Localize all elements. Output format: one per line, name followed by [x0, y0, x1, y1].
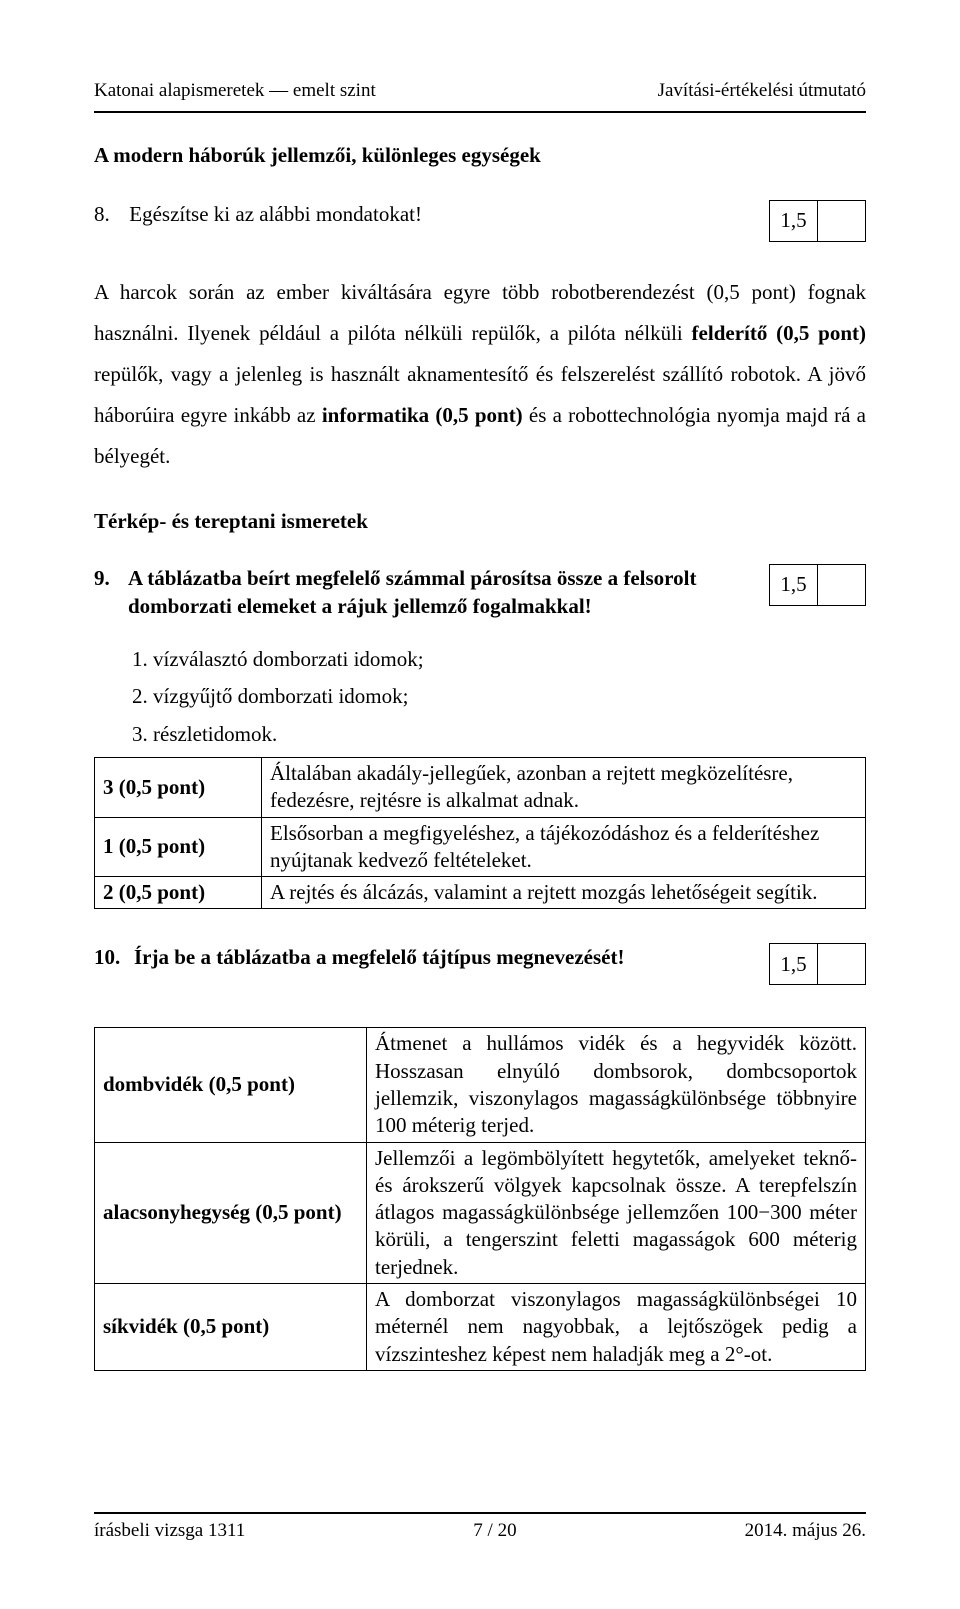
footer-center: 7 / 20 — [473, 1518, 516, 1545]
footer-row: írásbeli vizsga 1311 7 / 20 2014. május … — [94, 1518, 866, 1545]
table-cell-left: 3 (0,5 pont) — [95, 757, 262, 817]
table-row: 3 (0,5 pont) Általában akadály-jellegűek… — [95, 757, 866, 817]
table-row: alacsonyhegység (0,5 pont) Jellemzői a l… — [95, 1142, 866, 1283]
question-8-text: 8. Egészítse ki az alábbi mondatokat! — [94, 200, 769, 229]
question-9-number: 9. — [94, 564, 128, 593]
question-10-number: 10. — [94, 943, 134, 972]
numbered-list: 1. vízválasztó domborzati idomok; 2. víz… — [132, 645, 866, 749]
question-9-row: 9. A táblázatba beírt megfelelő számmal … — [94, 564, 866, 621]
score-box-q10: 1,5 — [769, 943, 866, 985]
table-q10: dombvidék (0,5 pont) Átmenet a hullámos … — [94, 1027, 866, 1371]
table-cell-right: Jellemzői a legömbölyített hegytetők, am… — [367, 1142, 866, 1283]
page: Katonai alapismeretek — emelt szint Javí… — [0, 0, 960, 1609]
table-cell-left: dombvidék (0,5 pont) — [95, 1028, 367, 1142]
header-divider — [94, 111, 866, 113]
table-q9: 3 (0,5 pont) Általában akadály-jellegűek… — [94, 757, 866, 909]
score-empty-q10 — [818, 943, 866, 985]
footer-divider — [94, 1512, 866, 1514]
list-item: 2. vízgyűjtő domborzati idomok; — [132, 682, 866, 711]
score-value-q9: 1,5 — [769, 564, 818, 606]
score-value-q8: 1,5 — [769, 200, 818, 242]
list-item: 1. vízválasztó domborzati idomok; — [132, 645, 866, 674]
answer-paragraph-q8: A harcok során az ember kiváltására egyr… — [94, 272, 866, 477]
table-cell-right: Általában akadály-jellegűek, azonban a r… — [262, 757, 866, 817]
table-cell-left: 2 (0,5 pont) — [95, 877, 262, 909]
sub-heading: Térkép- és tereptani ismeretek — [94, 507, 866, 536]
question-8-prompt: Egészítse ki az alábbi mondatokat! — [129, 202, 422, 226]
footer: írásbeli vizsga 1311 7 / 20 2014. május … — [94, 1502, 866, 1545]
header-left: Katonai alapismeretek — emelt szint — [94, 78, 376, 105]
table-cell-left: 1 (0,5 pont) — [95, 817, 262, 877]
question-10-row: 10. Írja be a táblázatba a megfelelő táj… — [94, 943, 866, 985]
table-cell-right: Elsősorban a megfigyeléshez, a tájékozód… — [262, 817, 866, 877]
table-cell-right: A rejtés és álcázás, valamint a rejtett … — [262, 877, 866, 909]
question-10-text: Írja be a táblázatba a megfelelő tájtípu… — [134, 943, 769, 972]
header-row: Katonai alapismeretek — emelt szint Javí… — [94, 78, 866, 105]
question-8-row: 8. Egészítse ki az alábbi mondatokat! 1,… — [94, 200, 866, 242]
para-bold-1: felderítő (0,5 pont) — [692, 321, 866, 345]
table-row: 2 (0,5 pont) A rejtés és álcázás, valami… — [95, 877, 866, 909]
table-cell-right: A domborzat viszonylagos magasságkülönbs… — [367, 1284, 866, 1371]
table-cell-left: alacsonyhegység (0,5 pont) — [95, 1142, 367, 1283]
score-empty-q9 — [818, 564, 866, 606]
score-box-q8: 1,5 — [769, 200, 866, 242]
score-empty-q8 — [818, 200, 866, 242]
para-bold-2: informatika (0,5 pont) — [322, 403, 523, 427]
footer-left: írásbeli vizsga 1311 — [94, 1518, 245, 1545]
footer-right: 2014. május 26. — [745, 1518, 866, 1545]
table-cell-right: Átmenet a hullámos vidék és a hegyvidék … — [367, 1028, 866, 1142]
table-row: 1 (0,5 pont) Elsősorban a megfigyeléshez… — [95, 817, 866, 877]
score-value-q10: 1,5 — [769, 943, 818, 985]
question-9-text: A táblázatba beírt megfelelő számmal pár… — [128, 564, 769, 621]
table-row: dombvidék (0,5 pont) Átmenet a hullámos … — [95, 1028, 866, 1142]
section-title: A modern háborúk jellemzői, különleges e… — [94, 141, 866, 170]
question-8-number: 8. — [94, 200, 124, 229]
list-item: 3. részletidomok. — [132, 720, 866, 749]
header-right: Javítási-értékelési útmutató — [658, 78, 866, 105]
table-cell-left: síkvidék (0,5 pont) — [95, 1284, 367, 1371]
score-box-q9: 1,5 — [769, 564, 866, 606]
table-row: síkvidék (0,5 pont) A domborzat viszonyl… — [95, 1284, 866, 1371]
